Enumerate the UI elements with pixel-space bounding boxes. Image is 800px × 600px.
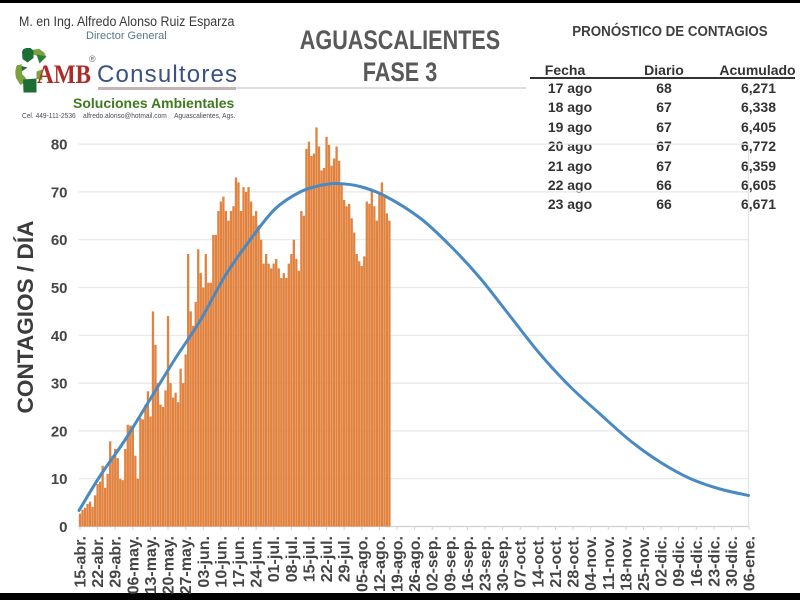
svg-text:60: 60 bbox=[51, 232, 68, 249]
svg-text:26-ago.: 26-ago. bbox=[407, 536, 424, 592]
svg-text:30-sep.: 30-sep. bbox=[495, 536, 512, 591]
svg-text:20: 20 bbox=[51, 423, 68, 440]
svg-text:01-jul.: 01-jul. bbox=[266, 536, 283, 582]
svg-text:03-jun.: 03-jun. bbox=[196, 536, 213, 588]
svg-text:25-nov.: 25-nov. bbox=[636, 536, 653, 591]
svg-text:08-jul.: 08-jul. bbox=[284, 536, 301, 582]
svg-text:09-sep.: 09-sep. bbox=[442, 536, 459, 591]
svg-text:02-dic.: 02-dic. bbox=[654, 536, 671, 587]
svg-text:10-jun.: 10-jun. bbox=[213, 536, 230, 588]
svg-text:70: 70 bbox=[51, 184, 68, 201]
svg-text:23-sep.: 23-sep. bbox=[478, 536, 495, 591]
svg-text:19-ago.: 19-ago. bbox=[390, 536, 407, 592]
svg-text:20-may.: 20-may. bbox=[161, 536, 178, 594]
svg-text:24-jun.: 24-jun. bbox=[249, 536, 266, 588]
svg-text:10: 10 bbox=[51, 471, 68, 488]
svg-text:11-nov.: 11-nov. bbox=[601, 536, 618, 590]
svg-text:29-jul.: 29-jul. bbox=[337, 536, 354, 582]
svg-text:06-may.: 06-may. bbox=[125, 536, 142, 594]
svg-text:06-ene.: 06-ene. bbox=[742, 536, 759, 591]
svg-text:12-ago.: 12-ago. bbox=[372, 536, 389, 592]
svg-text:04-nov.: 04-nov. bbox=[583, 536, 600, 591]
svg-text:30-dic.: 30-dic. bbox=[724, 536, 741, 587]
svg-text:15-jul.: 15-jul. bbox=[301, 536, 318, 582]
svg-text:16-sep.: 16-sep. bbox=[460, 536, 477, 591]
svg-text:23-dic.: 23-dic. bbox=[707, 536, 724, 587]
svg-text:29-abr.: 29-abr. bbox=[108, 536, 125, 588]
svg-text:80: 80 bbox=[51, 137, 68, 154]
svg-text:30: 30 bbox=[51, 376, 68, 393]
svg-text:27-may.: 27-may. bbox=[178, 536, 195, 594]
svg-text:0: 0 bbox=[59, 519, 67, 536]
svg-text:05-ago.: 05-ago. bbox=[354, 536, 371, 592]
svg-text:28-oct.: 28-oct. bbox=[566, 536, 583, 588]
svg-text:13-may.: 13-may. bbox=[143, 536, 160, 594]
svg-text:22-abr.: 22-abr. bbox=[90, 536, 107, 588]
svg-text:22-jul.: 22-jul. bbox=[319, 536, 336, 582]
svg-text:15-abr.: 15-abr. bbox=[73, 536, 90, 588]
svg-text:50: 50 bbox=[51, 280, 68, 297]
svg-text:40: 40 bbox=[51, 328, 68, 345]
svg-text:16-dic.: 16-dic. bbox=[689, 536, 706, 587]
svg-text:14-oct.: 14-oct. bbox=[530, 536, 547, 588]
svg-text:07-oct.: 07-oct. bbox=[513, 536, 530, 588]
svg-text:CONTAGIOS / DÍA: CONTAGIOS / DÍA bbox=[13, 221, 38, 414]
svg-text:09-dic.: 09-dic. bbox=[671, 536, 688, 587]
svg-text:18-nov.: 18-nov. bbox=[618, 536, 635, 591]
svg-text:02-sep.: 02-sep. bbox=[425, 536, 442, 591]
svg-text:21-oct.: 21-oct. bbox=[548, 536, 565, 588]
svg-text:17-jun.: 17-jun. bbox=[231, 536, 248, 588]
